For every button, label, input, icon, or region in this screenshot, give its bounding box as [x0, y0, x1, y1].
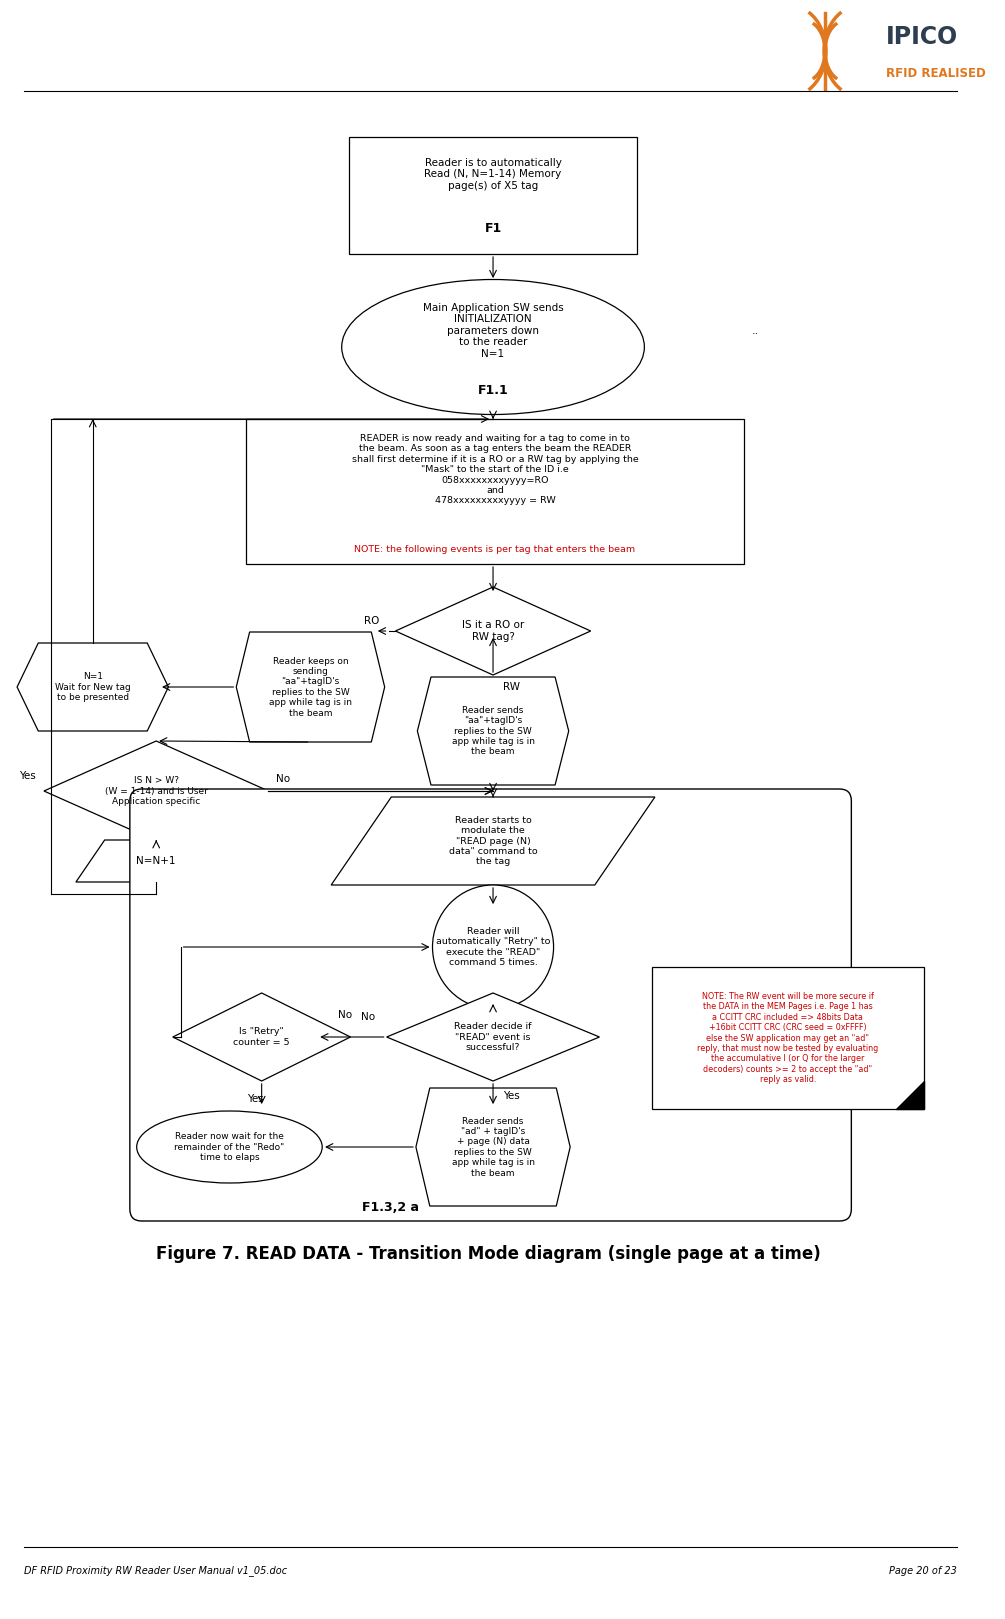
Text: Yes: Yes [19, 771, 36, 780]
Polygon shape [17, 643, 169, 732]
Polygon shape [173, 992, 351, 1081]
Text: RFID REALISED: RFID REALISED [885, 66, 985, 79]
Ellipse shape [342, 280, 644, 414]
Text: RW: RW [502, 682, 520, 691]
Text: READER is now ready and waiting for a tag to come in to
the beam. As soon as a t: READER is now ready and waiting for a ta… [352, 434, 638, 505]
Polygon shape [417, 677, 569, 785]
Text: N=N+1: N=N+1 [137, 856, 176, 866]
Text: DF RFID Proximity RW Reader User Manual v1_05.doc: DF RFID Proximity RW Reader User Manual … [24, 1566, 287, 1577]
Text: No: No [361, 1012, 375, 1022]
Polygon shape [896, 1081, 924, 1109]
Text: Main Application SW sends
INITIALIZATION
parameters down
to the reader
N=1: Main Application SW sends INITIALIZATION… [423, 303, 564, 359]
Polygon shape [76, 840, 236, 882]
Text: RO: RO [364, 615, 380, 627]
FancyBboxPatch shape [349, 138, 637, 254]
Text: Reader sends
"aa"+tagID's
replies to the SW
app while tag is in
the beam: Reader sends "aa"+tagID's replies to the… [451, 706, 535, 756]
Text: Reader will
automatically "Retry" to
execute the "READ"
command 5 times.: Reader will automatically "Retry" to exe… [436, 928, 550, 967]
Polygon shape [44, 742, 268, 840]
Text: F1.3,2 a: F1.3,2 a [362, 1201, 419, 1214]
Text: NOTE: the following events is per tag that enters the beam: NOTE: the following events is per tag th… [355, 546, 635, 554]
Text: Reader keeps on
sending
"aa"+tagID's
replies to the SW
app while tag is in
the b: Reader keeps on sending "aa"+tagID's rep… [269, 656, 352, 717]
Text: Figure 7. READ DATA - Transition Mode diagram (single page at a time): Figure 7. READ DATA - Transition Mode di… [156, 1245, 820, 1263]
Text: Reader decide if
"READ" event is
successful?: Reader decide if "READ" event is success… [454, 1022, 532, 1052]
Text: Is "Retry"
counter = 5: Is "Retry" counter = 5 [233, 1028, 290, 1047]
FancyBboxPatch shape [652, 967, 924, 1109]
Text: F1: F1 [484, 222, 501, 235]
Polygon shape [395, 588, 591, 675]
Text: IS it a RO or
RW tag?: IS it a RO or RW tag? [462, 620, 525, 641]
Polygon shape [416, 1088, 570, 1206]
Text: Page 20 of 23: Page 20 of 23 [888, 1566, 957, 1575]
Text: IS N > W?
(W = 1-14) and is User
Application specific: IS N > W? (W = 1-14) and is User Applica… [105, 776, 208, 806]
Text: ..: .. [752, 325, 759, 337]
Text: No: No [338, 1010, 352, 1020]
Text: Yes: Yes [502, 1091, 520, 1101]
Text: No: No [276, 774, 290, 784]
Text: Reader is to automatically
Read (N, N=1-14) Memory
page(s) of X5 tag: Reader is to automatically Read (N, N=1-… [424, 157, 562, 191]
Text: Yes: Yes [247, 1094, 263, 1104]
Text: Reader starts to
modulate the
"READ page (N)
data" command to
the tag: Reader starts to modulate the "READ page… [448, 816, 538, 866]
Polygon shape [387, 992, 599, 1081]
Text: NOTE: The RW event will be more secure if
the DATA in the MEM Pages i.e. Page 1 : NOTE: The RW event will be more secure i… [697, 992, 878, 1085]
Ellipse shape [137, 1111, 323, 1183]
Ellipse shape [432, 886, 554, 1009]
Text: Reader now wait for the
remainder of the "Redo"
time to elaps: Reader now wait for the remainder of the… [174, 1132, 284, 1162]
Text: F1.1: F1.1 [477, 384, 509, 397]
Text: Reader sends
"ad" + tagID's
+ page (N) data
replies to the SW
app while tag is i: Reader sends "ad" + tagID's + page (N) d… [451, 1117, 535, 1177]
Text: N=1
Wait for New tag
to be presented: N=1 Wait for New tag to be presented [55, 672, 131, 703]
FancyBboxPatch shape [246, 419, 744, 563]
Polygon shape [332, 797, 655, 886]
Text: IPICO: IPICO [885, 24, 958, 49]
FancyBboxPatch shape [130, 788, 851, 1221]
Polygon shape [236, 631, 385, 742]
